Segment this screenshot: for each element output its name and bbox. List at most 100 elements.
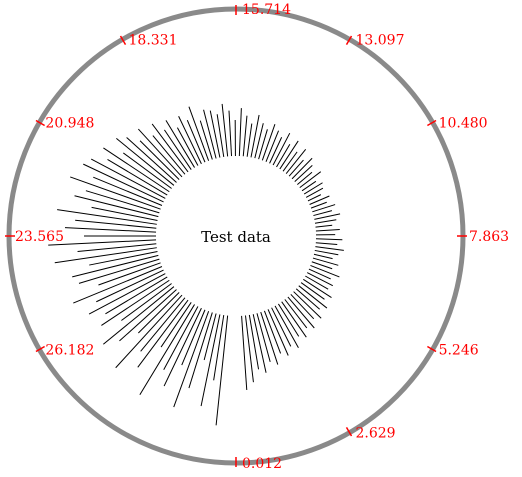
spoke (163, 307, 202, 387)
spoke (64, 227, 157, 233)
spoke (244, 315, 254, 383)
tick-label: 0.012 (242, 456, 282, 472)
spoke (296, 171, 313, 185)
spoke (293, 291, 322, 319)
spoke (199, 120, 213, 160)
spoke (288, 159, 304, 177)
spoke (313, 210, 333, 217)
spoke (85, 190, 160, 214)
tick-label: 26.182 (45, 343, 94, 359)
spoke (254, 123, 264, 159)
spoke (138, 292, 180, 334)
spoke (272, 132, 291, 166)
spoke (186, 120, 206, 163)
spoke (271, 307, 292, 347)
spoke (291, 157, 313, 180)
spoke (228, 110, 233, 157)
spoke (163, 306, 199, 370)
spoke (48, 239, 157, 246)
spoke (173, 311, 210, 408)
spoke (165, 120, 195, 168)
spoke (221, 103, 229, 157)
spoke (303, 182, 323, 195)
spoke (72, 254, 159, 278)
spoke (252, 314, 267, 373)
spoke (152, 135, 186, 175)
spoke (107, 158, 168, 196)
spoke (213, 314, 225, 381)
spoke (246, 123, 253, 157)
spoke (282, 151, 298, 172)
spoke (256, 313, 271, 362)
spoke (98, 262, 161, 286)
tick-label: 2.629 (356, 426, 396, 442)
spoke (96, 269, 164, 303)
spoke (151, 123, 189, 173)
spoke (305, 275, 329, 290)
spoke (203, 313, 217, 361)
spoke (139, 304, 195, 396)
tick-label: 10.480 (439, 116, 488, 132)
spoke (89, 251, 158, 266)
spoke (216, 114, 225, 158)
spoke (75, 219, 157, 229)
tick-mark (345, 427, 353, 437)
spoke (302, 278, 332, 298)
tick-label: 18.331 (129, 32, 178, 48)
spoke (300, 282, 325, 300)
spoke (164, 129, 192, 170)
spoke (312, 204, 336, 213)
tick-label: 15.714 (242, 2, 291, 18)
spoke (308, 268, 331, 280)
spoke (74, 195, 159, 218)
spoke (274, 305, 299, 348)
spoke (287, 296, 315, 329)
spoke (314, 213, 341, 220)
tick-label: 7.863 (469, 229, 509, 245)
spoke (238, 108, 242, 157)
spoke (119, 289, 177, 342)
spoke (277, 303, 300, 337)
spoke (312, 257, 339, 266)
spoke (315, 238, 343, 241)
spoke (298, 285, 328, 309)
spoke (248, 314, 260, 370)
spoke (315, 228, 340, 232)
spoke (188, 312, 213, 389)
spoke (260, 311, 279, 365)
tick-label: 5.246 (439, 343, 479, 359)
spoke (57, 209, 157, 225)
spoke (176, 127, 199, 166)
spoke (258, 129, 268, 160)
spoke (314, 249, 339, 256)
spoke (294, 164, 313, 183)
spoke (267, 309, 289, 356)
spoke (284, 299, 308, 329)
spoke (105, 276, 168, 315)
inner-disk (156, 156, 316, 316)
spoke (310, 201, 327, 209)
spoke (188, 106, 210, 161)
spoke (315, 224, 333, 228)
spoke (139, 140, 180, 180)
spoke (307, 194, 322, 202)
spoke (306, 272, 333, 287)
spoke (203, 109, 217, 159)
spoke (261, 124, 276, 161)
spoke (242, 115, 248, 157)
spoke (77, 243, 157, 253)
spoke (126, 137, 177, 183)
tick-mark (345, 35, 353, 45)
tick-label: 23.565 (15, 229, 64, 245)
tick-label: 13.097 (356, 32, 405, 48)
spoke (315, 242, 338, 245)
spoke (140, 297, 186, 352)
spoke (309, 195, 330, 205)
spoke (263, 310, 282, 354)
spoke (209, 110, 221, 158)
tick-mark (427, 345, 437, 353)
spoke (121, 283, 172, 321)
spoke (265, 130, 280, 163)
spoke (310, 264, 340, 278)
